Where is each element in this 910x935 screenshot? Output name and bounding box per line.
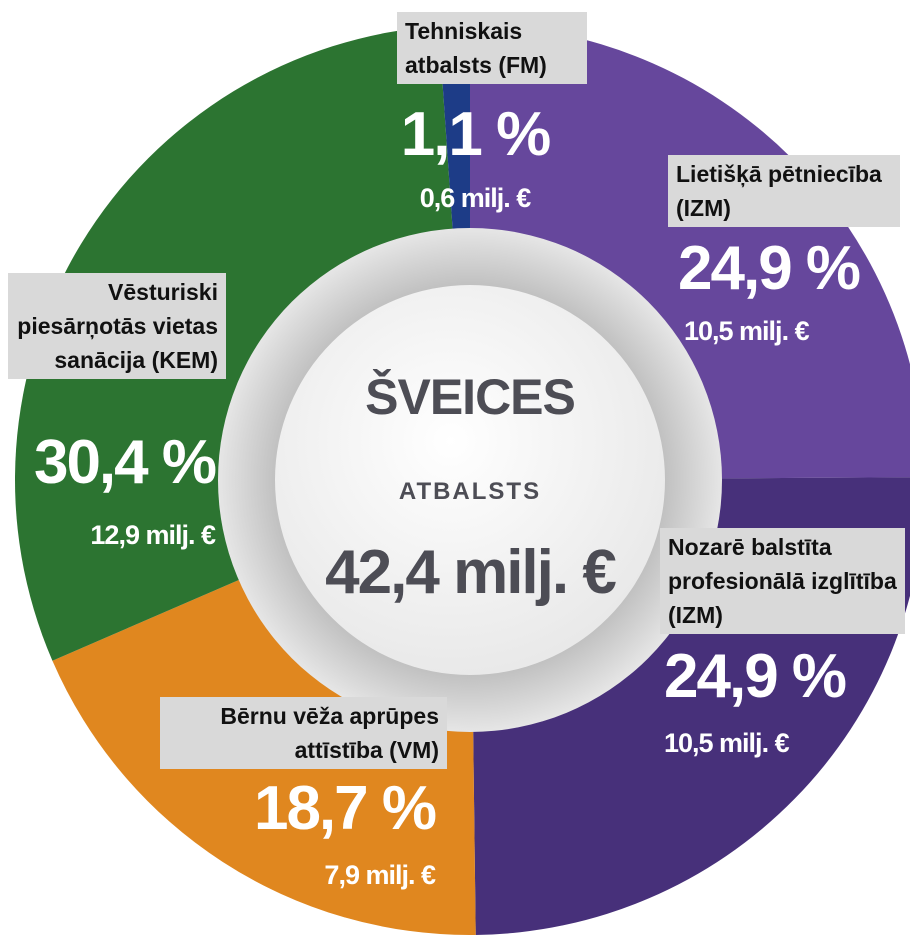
value-label: 30,4 % (33, 428, 217, 497)
value-label: 24,9 % (664, 642, 847, 711)
slice-label: Bērnu vēža aprūpes attīstība (VM) (160, 697, 447, 769)
amount-label: 10,5 milj. € (684, 316, 810, 346)
slice-label: Tehniskais atbalsts (FM) (397, 12, 587, 84)
amount-label: 0,6 milj. € (419, 183, 532, 213)
center-title: ŠVEICES (365, 369, 576, 425)
center-disc (275, 285, 665, 675)
amount-label: 7,9 milj. € (324, 860, 436, 890)
value-label: 24,9 % (678, 234, 861, 303)
amount-label: 10,5 milj. € (664, 728, 790, 758)
amount-label: 12,9 milj. € (90, 520, 216, 550)
slice-label: Nozarē balstīta profesionālā izglītība (… (660, 528, 905, 634)
value-label: 18,7 % (253, 774, 437, 843)
center-total: 42,4 milj. € (325, 538, 617, 607)
center-subtitle: ATBALSTS (398, 478, 542, 505)
value-label: 1,1 % (400, 100, 552, 169)
slice-label: Vēsturiski piesārņotās vietas sanācija (… (8, 273, 226, 379)
slice-label: Lietišķā pētniecība (IZM) (668, 155, 900, 227)
